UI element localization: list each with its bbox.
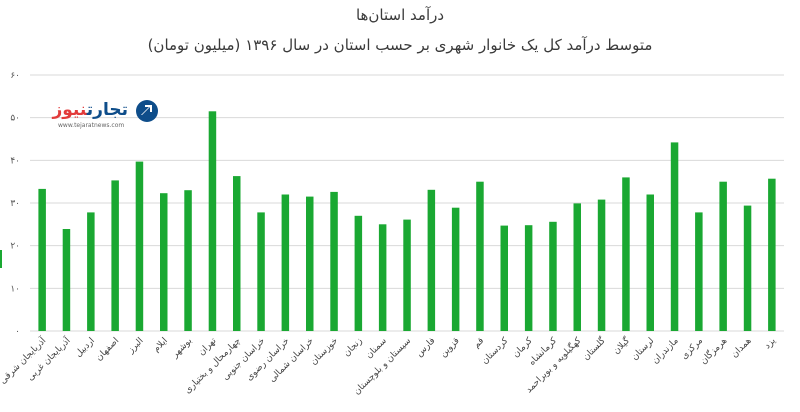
category-label: اصفهان — [94, 336, 121, 363]
bar — [768, 178, 776, 331]
bar — [330, 191, 338, 331]
bar — [87, 212, 95, 331]
category-label: یزد — [763, 336, 779, 352]
category-label: فارس — [415, 336, 438, 359]
bar — [281, 194, 290, 331]
bar — [135, 161, 144, 331]
category-label: قزوین — [438, 336, 461, 359]
y-tick-label: ۶۰ — [10, 71, 20, 81]
bar — [306, 196, 314, 331]
bar — [403, 219, 411, 331]
bar — [719, 181, 727, 331]
category-label: مازندران — [650, 336, 680, 366]
chart-subtitle: متوسط درآمد کل یک خانوار شهری بر حسب است… — [147, 36, 653, 54]
bar — [597, 199, 606, 331]
category-label: قم — [472, 336, 486, 350]
category-label: گلستان — [580, 334, 608, 362]
category-label: زنجان — [342, 336, 365, 359]
y-tick-label: ۳۰ — [10, 199, 20, 209]
bar — [695, 212, 703, 331]
y-tick-label: ۴۰ — [10, 156, 20, 166]
category-label: خوزستان — [309, 336, 340, 367]
bar — [549, 221, 557, 331]
bar — [476, 181, 484, 331]
edge-marker — [0, 250, 2, 268]
bar — [233, 176, 241, 331]
chart-title: درآمد استان‌ها — [355, 6, 445, 24]
bar — [62, 229, 71, 331]
bar — [257, 212, 265, 331]
bar — [111, 180, 119, 331]
category-label: بوشهر — [170, 336, 195, 361]
category-label: تهران — [197, 336, 219, 358]
category-label: کردستان — [480, 336, 511, 367]
bar — [427, 189, 436, 331]
category-label: همدان — [730, 336, 754, 360]
bar — [160, 193, 168, 331]
bar — [208, 111, 217, 331]
category-label: گیلان — [610, 334, 632, 356]
bar — [378, 224, 387, 331]
bar — [500, 225, 508, 331]
bar — [646, 194, 654, 331]
category-label: ایلام — [152, 336, 170, 354]
category-label: البرز — [126, 336, 146, 356]
y-tick-label: ۱۰ — [10, 284, 20, 294]
bar — [670, 142, 679, 331]
arrow-logo-icon — [136, 100, 158, 122]
brand-logo: تجارتنیوز www.tejaratnews.com — [52, 98, 158, 136]
y-tick-label: ۵۰ — [10, 114, 20, 124]
bar — [573, 203, 581, 331]
logo-url: www.tejaratnews.com — [58, 122, 125, 129]
y-tick-label: ۲۰ — [10, 242, 20, 252]
bar — [354, 215, 363, 331]
bar — [743, 205, 752, 331]
bar — [451, 207, 460, 331]
bar — [184, 190, 192, 331]
y-tick-label: ۰ — [15, 327, 20, 337]
logo-wordmark: تجارتنیوز — [52, 100, 128, 120]
bar — [524, 225, 533, 331]
category-label: هرمزگان — [697, 334, 729, 366]
bar — [38, 188, 46, 331]
bar — [622, 177, 630, 331]
